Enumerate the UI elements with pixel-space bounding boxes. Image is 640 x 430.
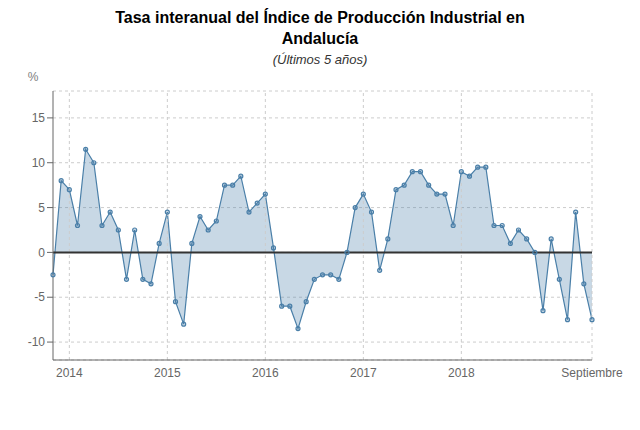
svg-text:15: 15 [32, 111, 46, 125]
html-text:Tasa interanual del Índice de: Tasa interanual del Índice de Producción… [115, 9, 525, 47]
svg-text:2017: 2017 [350, 365, 377, 379]
svg-text:-5: -5 [34, 290, 45, 304]
svg-text:-10: -10 [28, 335, 46, 349]
svg-text:2016: 2016 [252, 365, 279, 379]
svg-text:5: 5 [38, 200, 45, 214]
svg-text:10: 10 [32, 156, 46, 170]
svg-text:2018: 2018 [448, 365, 475, 379]
svg-text:%: % [28, 70, 39, 84]
svg-text:2014: 2014 [56, 365, 83, 379]
html-text:(Últimos 5 años): (Últimos 5 años) [272, 51, 368, 67]
svg-text:2015: 2015 [154, 365, 181, 379]
svg-text:Septiembre: Septiembre [561, 365, 623, 379]
svg-text:0: 0 [38, 245, 45, 259]
